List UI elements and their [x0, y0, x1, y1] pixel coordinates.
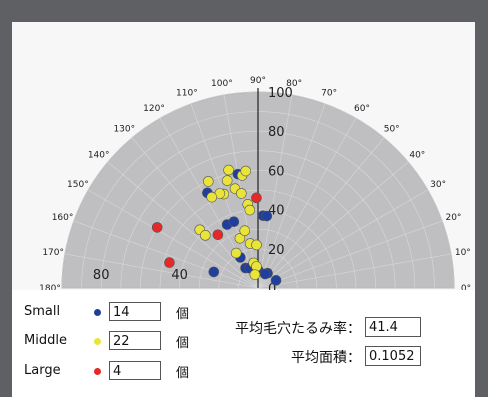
legend-label-small: Small [24, 304, 61, 319]
data-point [151, 222, 163, 233]
data-point [239, 225, 251, 237]
spoke-line [64, 253, 259, 289]
data-point [221, 175, 233, 186]
angle-tick-label: 70° [321, 89, 337, 99]
small-count-field[interactable]: 14 [109, 302, 161, 321]
data-point [244, 204, 256, 216]
angle-tick-label: 0° [461, 284, 471, 290]
angle-tick-label: 30° [430, 180, 446, 190]
angle-tick-label: 150° [67, 180, 89, 190]
middle-unit: 個 [176, 336, 190, 351]
radial-tick-label-left: 40 [171, 268, 188, 283]
angle-tick-label: 140° [88, 150, 110, 160]
data-point [203, 176, 214, 187]
spoke-line [257, 103, 326, 289]
controls-area: Small 14 個 Middle 22 個 Large 4 個 平均毛穴たるみ… [12, 290, 475, 397]
polar-chart-area: 0° 10° 20° 30° 40° 50° 60° 70° 80° 90° 100° 110° 120… [12, 22, 475, 290]
data-point [249, 269, 261, 280]
middle-count-field[interactable]: 22 [109, 331, 161, 350]
angle-tick-label: 100° [211, 79, 233, 89]
radial-tick-label: 60 [268, 164, 285, 179]
angle-tick-label: 170° [42, 248, 64, 258]
legend-row-large: Large 4 個 [24, 361, 224, 383]
angle-tick-label: 80° [286, 79, 302, 89]
spoke-line [257, 118, 357, 289]
legend-dot-large [94, 368, 101, 375]
angle-tick-label: 60° [354, 104, 370, 114]
angle-tick-label: 130° [113, 125, 135, 135]
spoke-line [73, 220, 259, 289]
data-point [208, 266, 220, 278]
angle-tick-label: 40° [409, 150, 425, 160]
spoke-line [257, 94, 293, 289]
legend-dot-middle [94, 338, 101, 345]
spoke-line [107, 161, 259, 289]
area-field[interactable]: 0.1052 [365, 346, 421, 366]
sag-rate-field[interactable]: 41.4 [365, 317, 421, 337]
large-count-field[interactable]: 4 [109, 361, 161, 380]
legend-row-middle: Middle 22 個 [24, 331, 224, 353]
data-point [236, 188, 247, 199]
large-unit: 個 [176, 366, 190, 381]
legend-label-middle: Middle [24, 333, 67, 348]
data-point [230, 247, 242, 259]
data-point [251, 192, 262, 204]
spoke-line [257, 161, 409, 289]
radial-tick-label: 40 [268, 204, 285, 219]
angle-tick-label: 20° [445, 213, 461, 223]
data-point [164, 257, 175, 268]
data-point [223, 164, 234, 176]
sag-rate-label: 平均毛穴たるみ率： [235, 321, 361, 337]
radial-tick-label: 20 [268, 243, 285, 258]
legend-row-small: Small 14 個 [24, 302, 224, 324]
data-point [206, 191, 218, 203]
data-point [270, 275, 282, 286]
data-point [251, 239, 262, 251]
angle-tick-label: 160° [52, 213, 74, 223]
area-label: 平均面積： [291, 350, 361, 366]
spoke-line [88, 189, 259, 289]
spoke-line [257, 189, 428, 289]
data-point [259, 268, 271, 280]
data-point [212, 229, 224, 241]
spoke-line [257, 220, 443, 289]
angle-tick-label: 90° [250, 76, 266, 86]
spoke-line [257, 253, 452, 289]
angle-tick-label: 50° [384, 125, 400, 135]
analysis-panel: 0° 10° 20° 30° 40° 50° 60° 70° 80° 90° 100° 110° 120… [12, 22, 475, 397]
data-point [240, 165, 252, 177]
data-point [261, 210, 273, 222]
angle-tick-label: 110° [176, 89, 198, 99]
radial-tick-label: 80 [268, 125, 285, 140]
radial-tick-label-left: 80 [93, 268, 110, 283]
data-point [228, 216, 240, 227]
legend-label-large: Large [24, 363, 61, 378]
angle-tick-label: 180° [39, 284, 61, 290]
legend-dot-small [94, 309, 101, 316]
data-point [200, 230, 211, 241]
angle-tick-label: 10° [455, 248, 471, 258]
small-unit: 個 [176, 307, 190, 322]
radial-tick-label: 100 [268, 86, 293, 101]
polar-chart: 0° 10° 20° 30° 40° 50° 60° 70° 80° 90° 100° 110° 120… [39, 76, 471, 290]
spoke-line [257, 137, 385, 289]
angle-tick-label: 120° [143, 104, 165, 114]
radial-tick-label: 0 [268, 282, 276, 290]
data-point [234, 232, 246, 244]
spoke-line [131, 137, 259, 289]
